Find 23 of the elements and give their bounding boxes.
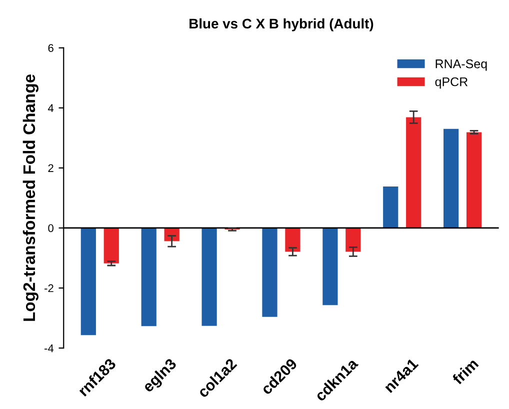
bar [322, 228, 338, 306]
legend-label: RNA-Seq [436, 59, 487, 71]
x-tick-label: frim [451, 358, 479, 386]
bar [285, 228, 300, 252]
bar [466, 132, 482, 228]
chart-title: Blue vs C X B hybrid (Adult) [190, 18, 374, 32]
y-tick-label: 4 [48, 104, 54, 112]
bar [141, 228, 156, 326]
bar [406, 117, 422, 228]
bar [104, 228, 119, 264]
bar [383, 186, 398, 228]
bar [444, 128, 459, 228]
y-tick-label: -4 [44, 344, 54, 352]
bar [202, 228, 217, 326]
y-tick-label: -2 [44, 284, 54, 292]
bar [262, 228, 278, 317]
y-tick-label: 6 [48, 44, 54, 52]
legend-label: qPCR [435, 77, 468, 89]
bar [80, 228, 96, 336]
y-axis-title: Log2-transformed Fold Change [22, 74, 38, 321]
bar [346, 228, 361, 252]
y-tick-label: 2 [48, 164, 54, 172]
y-tick-label: 0 [48, 224, 54, 232]
